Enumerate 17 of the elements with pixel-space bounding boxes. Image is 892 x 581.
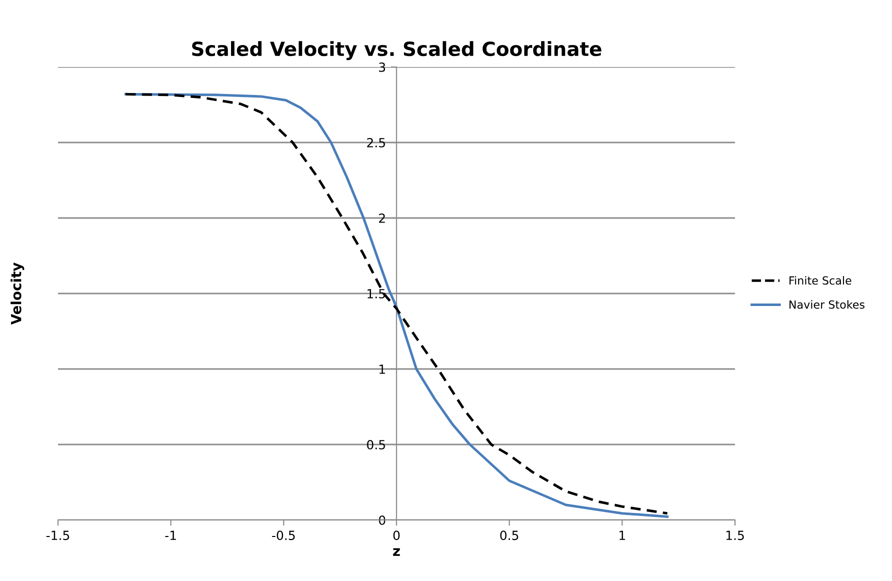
y-tick-label: 0.5 <box>367 440 385 450</box>
y-tick-label: 2 <box>379 213 385 223</box>
x-tick-label: -1 <box>165 530 176 540</box>
legend-label: Navier Stokes <box>790 300 864 309</box>
y-tick-label: 1 <box>380 364 385 374</box>
y-tick-label: 3 <box>379 62 386 72</box>
y-axis-title: Velocity <box>10 262 24 325</box>
y-tick-label: 2.5 <box>367 138 385 148</box>
x-tick-label: 0 <box>393 530 400 540</box>
x-tick-label: -0.5 <box>272 530 295 540</box>
x-tick-label: 1 <box>620 530 625 540</box>
chart-title: Scaled Velocity vs. Scaled Coordinate <box>192 41 602 60</box>
legend-label: Finite Scale <box>790 276 852 285</box>
x-tick-label: 1.5 <box>726 530 744 540</box>
x-tick-label: 0.5 <box>500 530 518 540</box>
x-tick-label: -1.5 <box>46 530 70 540</box>
x-axis-title: z <box>393 548 400 556</box>
